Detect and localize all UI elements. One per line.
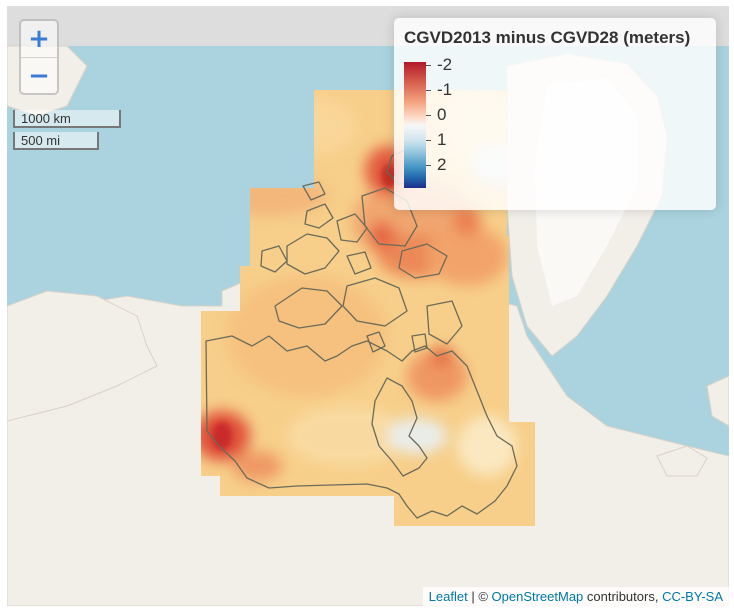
- map-container[interactable]: + − 1000 km 500 mi CGVD2013 minus CGVD28…: [7, 6, 729, 606]
- zoom-in-button[interactable]: +: [21, 21, 57, 58]
- legend-tick-label: 1: [437, 130, 447, 149]
- attribution-contributors: contributors,: [583, 589, 663, 604]
- license-link[interactable]: CC-BY-SA: [662, 589, 723, 604]
- scale-bar-imperial: 500 mi: [13, 132, 99, 150]
- openstreetmap-link[interactable]: OpenStreetMap: [491, 589, 584, 604]
- legend-color-ramp: [404, 62, 426, 188]
- legend-tick-mark: [426, 90, 431, 91]
- legend-tick-mark: [426, 165, 431, 166]
- legend-title: CGVD2013 minus CGVD28 (meters): [404, 28, 691, 47]
- scale-label-imperial: 500 mi: [13, 132, 99, 150]
- zoom-out-button[interactable]: −: [28, 61, 50, 91]
- zoom-control: + −: [19, 19, 59, 95]
- attribution-separator: | ©: [467, 589, 492, 604]
- legend-tick-mark: [426, 140, 431, 141]
- legend-panel: CGVD2013 minus CGVD28 (meters) -2 -1 0 1…: [394, 18, 716, 210]
- scale-bar-metric: 1000 km: [13, 110, 121, 128]
- legend-tick-label: 0: [437, 105, 447, 124]
- leaflet-link[interactable]: Leaflet: [428, 589, 468, 604]
- attribution: Leaflet | © OpenStreetMap contributors, …: [422, 587, 729, 606]
- legend-tick-mark: [426, 65, 431, 66]
- legend-tick-label: -2: [437, 55, 453, 74]
- legend-tick-mark: [426, 115, 431, 116]
- legend-tick-label: -1: [437, 80, 453, 99]
- legend-tick-label: 2: [437, 155, 447, 174]
- scale-label-metric: 1000 km: [13, 110, 121, 128]
